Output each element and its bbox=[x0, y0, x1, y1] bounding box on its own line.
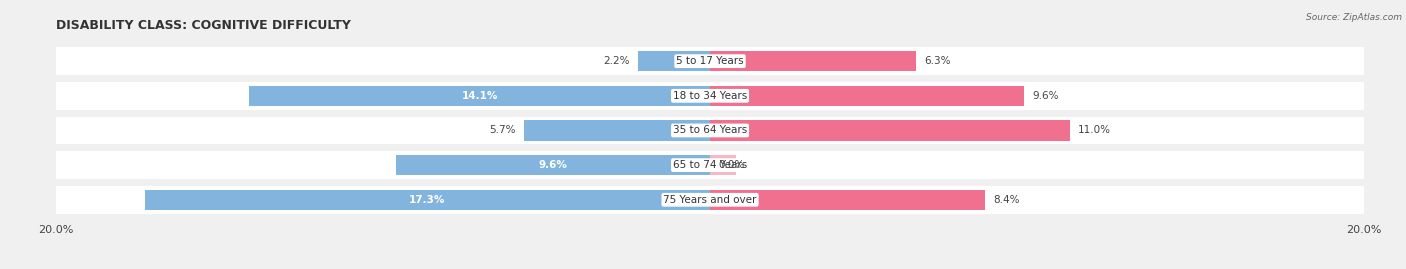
Text: 17.3%: 17.3% bbox=[409, 195, 446, 205]
Text: 0.0%: 0.0% bbox=[718, 160, 744, 170]
Bar bbox=[249, 86, 710, 106]
Text: 9.6%: 9.6% bbox=[1032, 91, 1059, 101]
Text: 9.6%: 9.6% bbox=[538, 160, 568, 170]
Bar bbox=[523, 121, 710, 140]
Bar bbox=[56, 116, 1364, 144]
Bar bbox=[56, 47, 1364, 75]
Text: Source: ZipAtlas.com: Source: ZipAtlas.com bbox=[1306, 13, 1402, 22]
Text: 6.3%: 6.3% bbox=[924, 56, 950, 66]
Bar bbox=[710, 86, 1024, 106]
Text: 35 to 64 Years: 35 to 64 Years bbox=[673, 125, 747, 136]
Bar bbox=[710, 51, 915, 71]
Bar bbox=[396, 155, 710, 175]
Text: DISABILITY CLASS: COGNITIVE DIFFICULTY: DISABILITY CLASS: COGNITIVE DIFFICULTY bbox=[56, 19, 352, 32]
Text: 5.7%: 5.7% bbox=[489, 125, 516, 136]
Bar bbox=[710, 190, 984, 210]
Bar bbox=[145, 190, 710, 210]
Text: 18 to 34 Years: 18 to 34 Years bbox=[673, 91, 747, 101]
Text: 8.4%: 8.4% bbox=[993, 195, 1019, 205]
Text: 14.1%: 14.1% bbox=[461, 91, 498, 101]
Bar bbox=[638, 51, 710, 71]
Text: 75 Years and over: 75 Years and over bbox=[664, 195, 756, 205]
Text: 65 to 74 Years: 65 to 74 Years bbox=[673, 160, 747, 170]
Bar bbox=[710, 155, 737, 175]
Text: 5 to 17 Years: 5 to 17 Years bbox=[676, 56, 744, 66]
Bar bbox=[56, 82, 1364, 110]
Bar bbox=[56, 151, 1364, 179]
Text: 2.2%: 2.2% bbox=[603, 56, 630, 66]
Bar bbox=[56, 186, 1364, 214]
Text: 11.0%: 11.0% bbox=[1078, 125, 1111, 136]
Bar bbox=[710, 121, 1070, 140]
